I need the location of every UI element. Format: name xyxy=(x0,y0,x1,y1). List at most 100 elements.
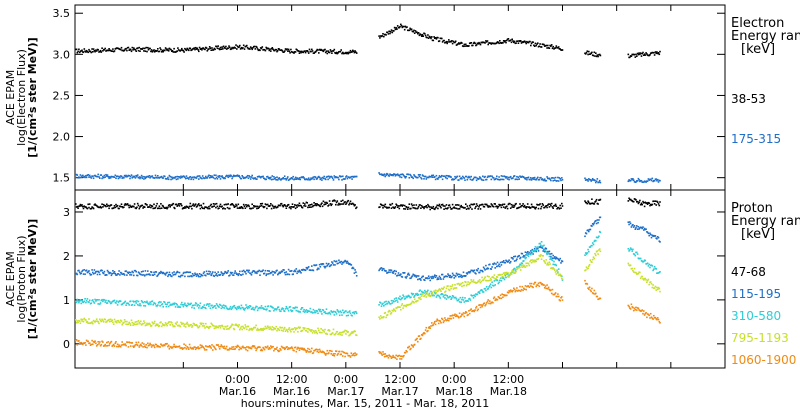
legend-entry: 795-1193 xyxy=(731,331,789,345)
data-point xyxy=(656,318,658,321)
data-point xyxy=(197,346,199,348)
data-point xyxy=(457,273,459,275)
data-point xyxy=(385,355,387,358)
data-point xyxy=(210,203,212,206)
data-point xyxy=(149,47,151,50)
data-point xyxy=(335,350,338,353)
data-point xyxy=(214,305,216,307)
data-point xyxy=(99,273,101,276)
data-point xyxy=(160,51,163,53)
data-point xyxy=(336,330,339,333)
data-point xyxy=(141,177,144,180)
data-point xyxy=(482,203,484,206)
data-point xyxy=(437,319,439,322)
data-point xyxy=(137,204,140,207)
data-point xyxy=(457,208,459,210)
data-point xyxy=(103,204,106,207)
data-point xyxy=(119,300,121,302)
data-point xyxy=(345,203,347,205)
data-point xyxy=(297,178,300,180)
data-point xyxy=(441,203,444,206)
data-point xyxy=(415,204,418,206)
data-point xyxy=(535,250,537,253)
data-point xyxy=(459,296,462,299)
data-point xyxy=(389,30,392,33)
data-point xyxy=(654,267,657,270)
data-point xyxy=(640,310,643,312)
data-point xyxy=(173,343,175,346)
data-point xyxy=(220,48,223,50)
data-point xyxy=(92,48,95,50)
data-point xyxy=(399,358,401,360)
data-point xyxy=(420,337,422,340)
data-point xyxy=(499,277,502,280)
data-point xyxy=(174,207,176,210)
data-point xyxy=(639,277,642,279)
data-point xyxy=(410,174,412,177)
x-tick-date: Mar.16 xyxy=(219,385,256,398)
data-point xyxy=(332,328,335,331)
data-point xyxy=(116,343,119,346)
data-point xyxy=(109,301,111,303)
data-point xyxy=(210,347,212,349)
data-point xyxy=(312,352,315,354)
data-point xyxy=(550,267,552,270)
data-point xyxy=(560,179,562,182)
y-tick-label: 3.5 xyxy=(53,7,71,20)
data-point xyxy=(639,309,641,312)
data-point xyxy=(548,255,551,258)
data-point xyxy=(382,302,384,305)
data-point xyxy=(82,343,84,346)
data-point xyxy=(184,176,186,179)
data-point xyxy=(502,275,504,278)
data-point xyxy=(386,206,389,209)
data-point xyxy=(97,49,99,51)
data-point xyxy=(492,301,494,304)
data-point xyxy=(147,48,150,51)
data-point xyxy=(230,175,233,177)
data-point xyxy=(496,175,498,178)
data-point xyxy=(392,272,394,274)
data-point xyxy=(632,178,634,180)
data-point xyxy=(410,203,413,205)
data-point xyxy=(588,265,590,267)
data-point xyxy=(595,254,597,257)
data-point xyxy=(458,284,461,286)
data-point xyxy=(416,337,418,340)
data-point xyxy=(201,344,203,347)
data-point xyxy=(279,272,281,274)
data-point xyxy=(393,269,396,272)
data-point xyxy=(88,318,90,320)
data-point xyxy=(217,271,219,273)
data-point xyxy=(650,283,653,285)
data-point xyxy=(330,353,332,355)
data-point xyxy=(546,263,548,266)
data-point xyxy=(415,300,418,303)
data-point xyxy=(307,206,309,209)
data-point xyxy=(383,316,385,318)
data-point xyxy=(496,298,499,301)
data-point xyxy=(393,207,396,209)
data-point xyxy=(378,35,380,37)
data-point xyxy=(523,176,525,178)
data-point xyxy=(92,319,95,322)
data-point xyxy=(186,304,188,307)
data-point xyxy=(560,275,562,277)
data-point xyxy=(584,177,586,180)
data-point xyxy=(216,304,219,307)
data-point xyxy=(330,333,332,336)
data-point xyxy=(108,48,110,50)
data-point xyxy=(295,178,298,180)
data-point xyxy=(129,49,132,51)
data-point xyxy=(324,178,327,181)
data-point xyxy=(349,356,352,358)
data-point xyxy=(391,356,394,359)
data-point xyxy=(396,274,399,277)
data-point xyxy=(499,274,502,276)
data-point xyxy=(645,312,647,314)
data-point xyxy=(639,53,641,56)
data-point xyxy=(550,292,553,295)
data-point xyxy=(530,42,533,45)
data-point xyxy=(458,282,460,285)
data-point xyxy=(497,282,500,285)
